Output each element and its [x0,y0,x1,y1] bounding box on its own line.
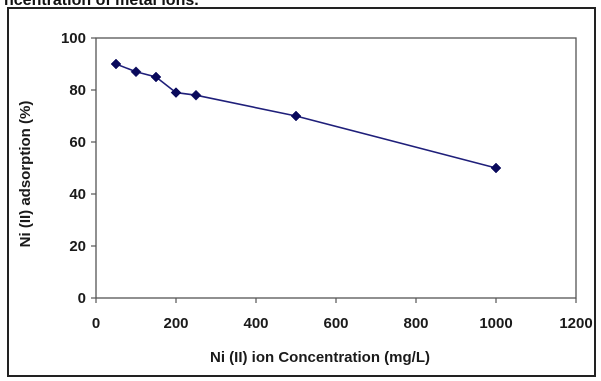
y-tick-label: 0 [78,290,86,307]
series-line [115,63,497,169]
series-group [110,58,502,174]
data-point-marker [290,110,302,122]
x-tick-label: 0 [92,315,100,332]
x-tick-label: 1200 [559,315,592,332]
data-point-marker [170,87,182,98]
x-tick-label: 1000 [479,315,512,332]
data-point-marker [110,58,122,70]
axes [95,37,577,299]
y-axis-title: Ni (II) adsorption (%) [17,101,34,248]
figure-caption-fragment: ncentration of metal ions. [4,0,199,9]
data-point-marker [190,89,202,101]
chart-frame [7,7,596,377]
y-tick-label: 60 [69,134,86,151]
tick-marks [91,37,577,303]
x-tick-label: 600 [323,315,348,332]
data-point-marker [130,66,142,78]
y-tick-label: 20 [69,238,86,255]
y-tick-label: 40 [69,186,86,203]
data-point-marker [150,71,162,83]
x-axis-title: Ni (II) ion Concentration (mg/L) [210,349,430,366]
x-tick-label: 400 [243,315,268,332]
y-tick-label: 100 [61,30,86,47]
x-tick-label: 200 [163,315,188,332]
x-tick-label: 800 [403,315,428,332]
y-tick-label: 80 [69,82,86,99]
data-point-marker [490,162,502,174]
plot-area-border [95,37,577,299]
